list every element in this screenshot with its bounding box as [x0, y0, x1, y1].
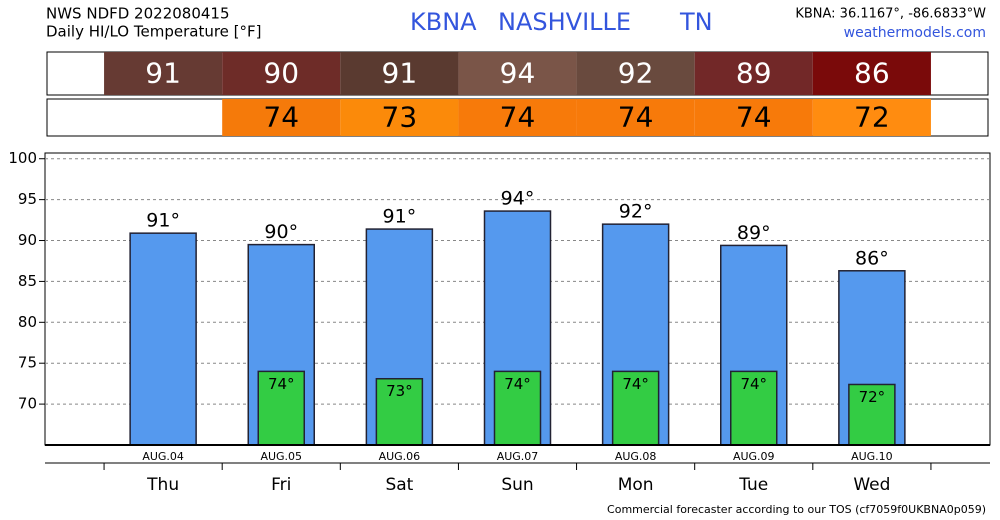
station: KBNA	[410, 8, 477, 36]
strip-value: 91	[145, 57, 181, 90]
strip-cell	[222, 52, 341, 95]
strip-value: 91	[382, 57, 418, 90]
hi-label: 86°	[855, 247, 889, 269]
date-label: AUG.05	[260, 450, 302, 463]
lo-label: 72°	[859, 388, 886, 406]
lo-label: 74°	[740, 375, 767, 393]
strip-value: 92	[618, 57, 654, 90]
lo-bar	[611, 370, 660, 446]
date-label: AUG.04	[142, 450, 184, 463]
hi-label: 91°	[383, 206, 417, 228]
strip-value: 72	[854, 101, 890, 134]
lo-label: 73°	[386, 382, 413, 400]
strip-cell	[458, 52, 577, 95]
strip-value: 74	[736, 101, 772, 134]
strip-cell	[104, 52, 223, 95]
lo-bar	[257, 370, 305, 446]
strip-cell	[458, 99, 577, 136]
hi-label: 92°	[619, 201, 653, 223]
day-label: Sat	[385, 475, 413, 495]
date-label: AUG.09	[733, 450, 775, 463]
lo-label: 74°	[504, 375, 531, 393]
strip-cell	[576, 99, 695, 136]
lo-bar	[848, 383, 896, 446]
strip-cell	[576, 52, 695, 95]
strip-cell	[340, 52, 459, 95]
lo-label: 74°	[268, 375, 295, 393]
strip-cell	[694, 99, 813, 136]
date-label: AUG.06	[379, 450, 421, 463]
date-label: AUG.10	[851, 450, 893, 463]
coords: KBNA: 36.1167°, -86.6833°W	[795, 7, 986, 22]
y-tick-label: 70	[18, 395, 37, 413]
hi-label: 89°	[737, 222, 771, 244]
source: NWS NDFD 2022080415	[46, 5, 230, 23]
strip-cell	[222, 99, 341, 136]
strip-cell	[812, 99, 931, 136]
strip-cell	[694, 52, 813, 95]
state: TN	[679, 8, 713, 36]
y-tick-label: 85	[18, 272, 37, 290]
subtitle: Daily HI/LO Temperature [°F]	[46, 23, 262, 41]
day-label: Wed	[853, 475, 890, 495]
hi-label: 90°	[264, 221, 298, 243]
day-label: Sun	[501, 475, 533, 495]
date-label: AUG.07	[497, 450, 539, 463]
strip-value: 89	[736, 57, 772, 90]
lo-label: 74°	[622, 375, 649, 393]
day-label: Thu	[146, 475, 179, 495]
y-tick-label: 75	[18, 354, 37, 372]
y-tick-label: 80	[18, 313, 37, 331]
strip-value: 73	[382, 101, 418, 134]
y-tick-label: 100	[8, 149, 37, 167]
date-label: AUG.08	[615, 450, 657, 463]
day-label: Tue	[738, 475, 768, 495]
strip-cell	[340, 99, 459, 136]
y-tick-label: 90	[18, 231, 37, 249]
day-label: Fri	[271, 475, 291, 495]
city: NASHVILLE	[498, 8, 631, 36]
strip-value: 74	[618, 101, 654, 134]
hi-bar	[129, 232, 197, 446]
lo-bar	[493, 370, 542, 446]
strip-value: 94	[500, 57, 536, 90]
strip-value: 74	[500, 101, 536, 134]
strip-value: 90	[263, 57, 299, 90]
site[interactable]: weathermodels.com	[844, 25, 986, 41]
lo-bar	[730, 370, 778, 446]
strip-value: 86	[854, 57, 890, 90]
footer: Commercial forecaster according to our T…	[607, 503, 986, 516]
strip-value: 74	[263, 101, 299, 134]
day-label: Mon	[618, 475, 654, 495]
strip-cell	[812, 52, 931, 95]
hi-label: 91°	[146, 210, 180, 232]
hi-label: 94°	[501, 188, 535, 210]
y-tick-label: 95	[18, 190, 37, 208]
